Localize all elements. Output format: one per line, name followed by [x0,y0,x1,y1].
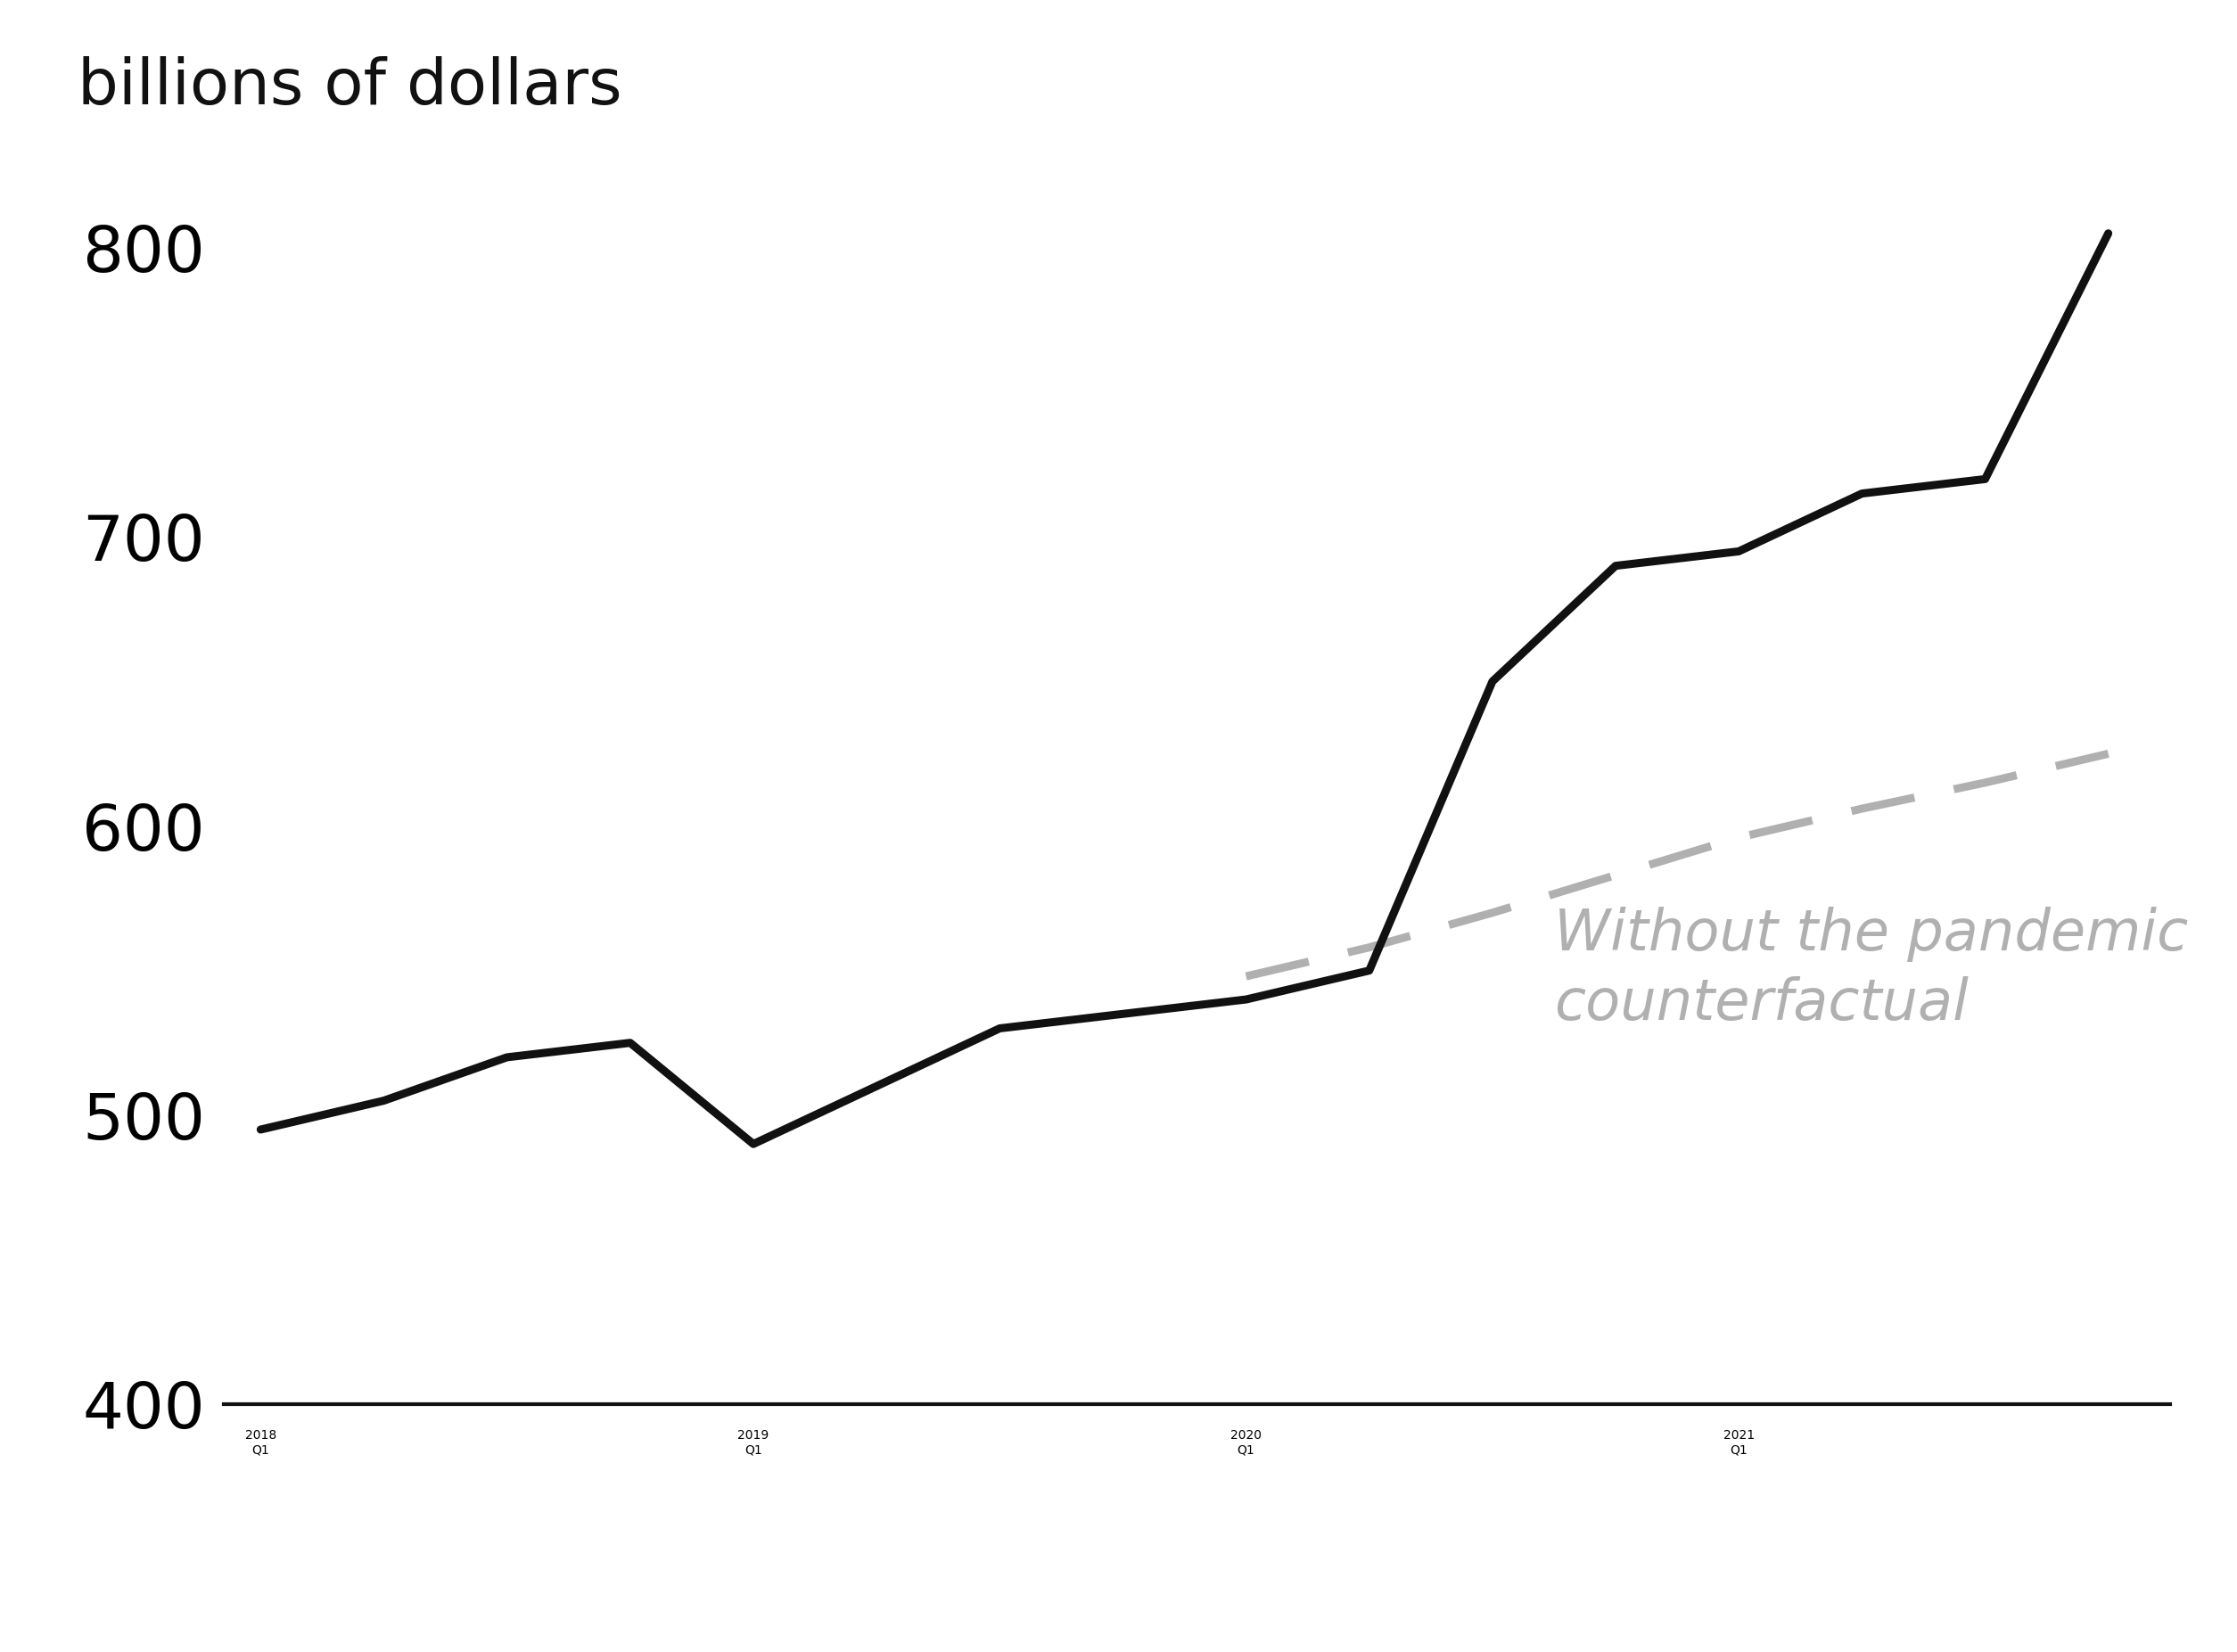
Text: counterfactual: counterfactual [1555,976,1969,1031]
Text: billions of dollars: billions of dollars [78,56,622,117]
Text: Without the pandemic: Without the pandemic [1555,907,2188,961]
